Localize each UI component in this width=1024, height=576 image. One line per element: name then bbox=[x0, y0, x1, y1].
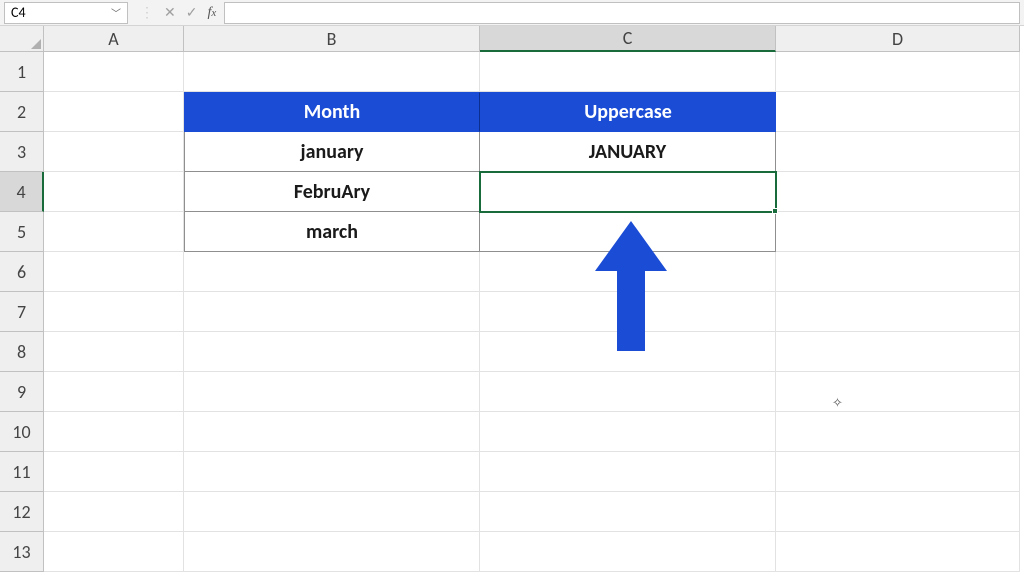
column-headers: A B C D bbox=[0, 26, 1024, 52]
cell-B5[interactable]: march bbox=[184, 212, 480, 252]
row-header[interactable]: 13 bbox=[0, 532, 44, 572]
row: 1 bbox=[0, 52, 1024, 92]
cell-A13[interactable] bbox=[44, 532, 184, 572]
cell-D3[interactable] bbox=[776, 132, 1020, 172]
cell-A1[interactable] bbox=[44, 52, 184, 92]
select-all-corner[interactable] bbox=[0, 26, 44, 52]
cell-A6[interactable] bbox=[44, 252, 184, 292]
enter-icon[interactable]: ✓ bbox=[186, 4, 198, 21]
cell-A3[interactable] bbox=[44, 132, 184, 172]
divider-icon: ⋮ bbox=[140, 4, 154, 21]
cell-B10[interactable] bbox=[184, 412, 480, 452]
cell-A8[interactable] bbox=[44, 332, 184, 372]
cell-B4[interactable]: FebruAry bbox=[184, 172, 480, 212]
row-header[interactable]: 12 bbox=[0, 492, 44, 532]
cell-A12[interactable] bbox=[44, 492, 184, 532]
row-header[interactable]: 11 bbox=[0, 452, 44, 492]
cell-B13[interactable] bbox=[184, 532, 480, 572]
row: 7 bbox=[0, 292, 1024, 332]
cell-B2[interactable]: Month bbox=[184, 92, 480, 132]
col-header-B[interactable]: B bbox=[184, 26, 480, 52]
cell-D6[interactable] bbox=[776, 252, 1020, 292]
cell-D2[interactable] bbox=[776, 92, 1020, 132]
col-header-C[interactable]: C bbox=[480, 26, 776, 52]
cell-D1[interactable] bbox=[776, 52, 1020, 92]
name-box[interactable]: C4 ﹀ bbox=[4, 2, 128, 24]
cell-D5[interactable] bbox=[776, 212, 1020, 252]
row: 4 FebruAry bbox=[0, 172, 1024, 212]
cell-D12[interactable] bbox=[776, 492, 1020, 532]
row-header[interactable]: 9 bbox=[0, 372, 44, 412]
cell-A2[interactable] bbox=[44, 92, 184, 132]
cell-C13[interactable] bbox=[480, 532, 776, 572]
cell-B1[interactable] bbox=[184, 52, 480, 92]
name-box-value: C4 bbox=[11, 4, 111, 21]
annotation-arrow bbox=[595, 221, 667, 351]
cell-C4[interactable] bbox=[480, 172, 776, 212]
cell-C11[interactable] bbox=[480, 452, 776, 492]
cell-D7[interactable] bbox=[776, 292, 1020, 332]
row: 12 bbox=[0, 492, 1024, 532]
col-header-A[interactable]: A bbox=[44, 26, 184, 52]
cell-B12[interactable] bbox=[184, 492, 480, 532]
fill-handle[interactable] bbox=[772, 208, 778, 214]
cell-C1[interactable] bbox=[480, 52, 776, 92]
formula-bar-controls: ⋮ ✕ ✓ fx bbox=[132, 4, 224, 21]
cell-C2[interactable]: Uppercase bbox=[480, 92, 776, 132]
row: 6 bbox=[0, 252, 1024, 292]
row-header[interactable]: 2 bbox=[0, 92, 44, 132]
cell-A4[interactable] bbox=[44, 172, 184, 212]
cell-D9[interactable] bbox=[776, 372, 1020, 412]
row-header[interactable]: 3 bbox=[0, 132, 44, 172]
row: 5 march bbox=[0, 212, 1024, 252]
cell-D13[interactable] bbox=[776, 532, 1020, 572]
cell-A5[interactable] bbox=[44, 212, 184, 252]
cell-A7[interactable] bbox=[44, 292, 184, 332]
row: 8 bbox=[0, 332, 1024, 372]
cell-A9[interactable] bbox=[44, 372, 184, 412]
cell-D11[interactable] bbox=[776, 452, 1020, 492]
row: 10 bbox=[0, 412, 1024, 452]
cell-B11[interactable] bbox=[184, 452, 480, 492]
cell-cursor-icon: ✧ bbox=[832, 396, 843, 411]
cell-C12[interactable] bbox=[480, 492, 776, 532]
row-header[interactable]: 4 bbox=[0, 172, 44, 212]
formula-bar: C4 ﹀ ⋮ ✕ ✓ fx bbox=[0, 0, 1024, 26]
cell-A10[interactable] bbox=[44, 412, 184, 452]
row-header[interactable]: 1 bbox=[0, 52, 44, 92]
cell-C3[interactable]: JANUARY bbox=[480, 132, 776, 172]
row-header[interactable]: 8 bbox=[0, 332, 44, 372]
col-header-D[interactable]: D bbox=[776, 26, 1020, 52]
row-header[interactable]: 6 bbox=[0, 252, 44, 292]
cell-C10[interactable] bbox=[480, 412, 776, 452]
cell-D4[interactable] bbox=[776, 172, 1020, 212]
cell-B8[interactable] bbox=[184, 332, 480, 372]
row: 13 bbox=[0, 532, 1024, 572]
cell-B9[interactable] bbox=[184, 372, 480, 412]
cancel-icon[interactable]: ✕ bbox=[164, 4, 176, 21]
cell-B7[interactable] bbox=[184, 292, 480, 332]
fx-icon[interactable]: fx bbox=[207, 5, 216, 21]
name-box-dropdown-icon[interactable]: ﹀ bbox=[111, 5, 121, 20]
row-header[interactable]: 10 bbox=[0, 412, 44, 452]
row: 11 bbox=[0, 452, 1024, 492]
cell-D10[interactable] bbox=[776, 412, 1020, 452]
cell-C9[interactable] bbox=[480, 372, 776, 412]
formula-input[interactable] bbox=[224, 2, 1020, 24]
cell-B6[interactable] bbox=[184, 252, 480, 292]
row: 3 januaryJANUARY bbox=[0, 132, 1024, 172]
cell-A11[interactable] bbox=[44, 452, 184, 492]
row-header[interactable]: 5 bbox=[0, 212, 44, 252]
row: 2 MonthUppercase bbox=[0, 92, 1024, 132]
cell-D8[interactable] bbox=[776, 332, 1020, 372]
sheet: A B C D 12MonthUppercase3januaryJANUARY4… bbox=[0, 26, 1024, 572]
row: 9 bbox=[0, 372, 1024, 412]
row-header[interactable]: 7 bbox=[0, 292, 44, 332]
cell-B3[interactable]: january bbox=[184, 132, 480, 172]
rows-container: 12 MonthUppercase 3 januaryJANUARY 4 FebruAry… bbox=[0, 52, 1024, 572]
